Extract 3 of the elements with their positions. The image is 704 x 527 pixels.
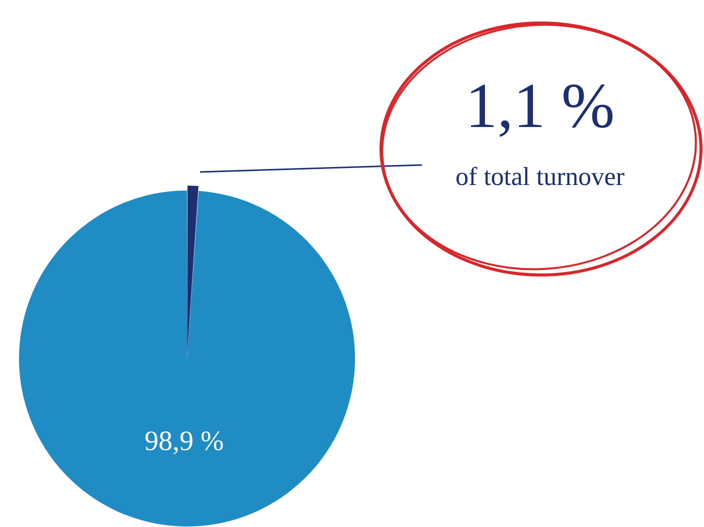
data-label: 1,1 %: [465, 70, 615, 141]
data-label: 98,9 %: [144, 426, 224, 457]
text: of total turnover: [456, 162, 625, 191]
